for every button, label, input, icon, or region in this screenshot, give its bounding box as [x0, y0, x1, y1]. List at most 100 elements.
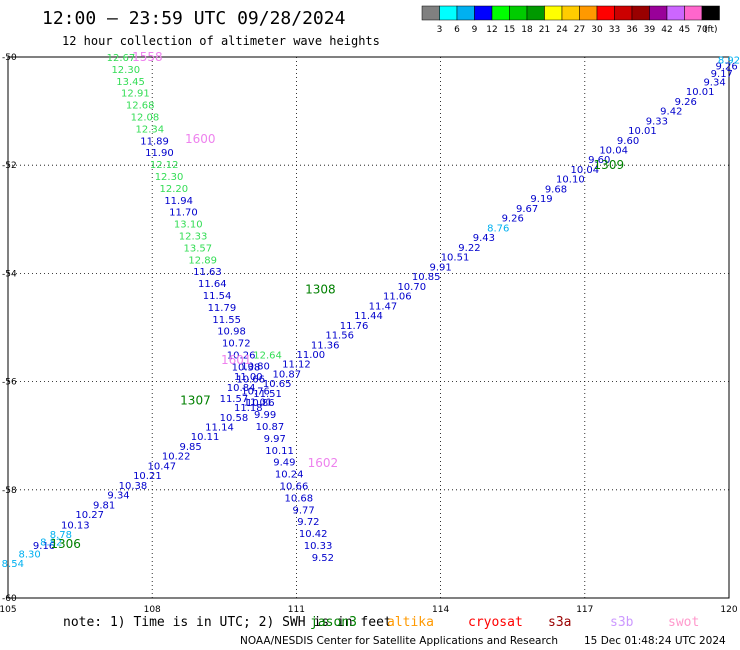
lon-tick-label: 105 [0, 605, 17, 615]
wave-height-value: 12.91 [121, 89, 150, 100]
colorbar-swatch [421, 5, 440, 21]
wave-height-value: 11.94 [164, 196, 193, 207]
wave-height-value: 11.12 [282, 360, 311, 371]
plot-frame [7, 56, 730, 599]
pass-time-label: 1600 [185, 132, 216, 146]
figure-subtitle: 12 hour collection of altimeter wave hei… [62, 34, 380, 48]
footer-timestamp: 15 Dec 01:48:24 UTC 2024 [584, 635, 726, 647]
wave-height-value: 10.38 [119, 481, 148, 492]
wave-height-value: 10.66 [280, 481, 309, 492]
satellite-pass: 11.8911.9012.1212.3012.2011.9411.7013.10… [140, 132, 294, 457]
wave-height-value: 9.85 [180, 442, 202, 453]
wave-height-value: 10.04 [599, 146, 628, 157]
wave-height-values: 12.6712.3013.4512.9112.6812.0812.3415581… [2, 50, 740, 570]
wave-height-value: 11.47 [369, 301, 398, 312]
lon-tick-label: 114 [432, 605, 449, 615]
wave-height-value: 12.20 [160, 184, 189, 195]
note-text: note: 1) Time is in UTC; 2) SWH is in fe… [63, 615, 392, 630]
colorbar-label: 24 [556, 25, 568, 35]
wave-height-value: 8.78 [50, 530, 72, 541]
wave-height-value: 11.54 [203, 291, 232, 302]
colorbar-label: 36 [626, 25, 638, 35]
colorbar-label: 15 [504, 25, 515, 35]
wave-height-value: 10.13 [61, 520, 90, 531]
wave-height-value: 10.42 [299, 529, 328, 540]
colorbar-swatch [491, 5, 510, 21]
wave-height-value: 8.82 [40, 538, 62, 549]
wave-height-value: 9.26 [675, 97, 697, 108]
colorbar-swatch [474, 5, 493, 21]
wave-height-value: 9.67 [516, 204, 538, 215]
satellite-pass: 11.0011.3611.5611.7611.4411.4711.0610.70… [296, 233, 494, 361]
lat-tick-label: -60 [2, 594, 17, 604]
colorbar-label: 33 [609, 25, 620, 35]
colorbar-unit: (ft) [704, 25, 718, 35]
wave-height-value: 12.68 [126, 101, 155, 112]
mission-label: s3a [548, 615, 571, 630]
wave-height-value: 10.66 [236, 374, 265, 385]
wave-height-value: 10.70 [397, 282, 426, 293]
colorbar-swatch [684, 5, 703, 21]
wave-height-value: 11.76 [340, 321, 369, 332]
wave-height-value: 11.00 [234, 372, 263, 383]
wave-height-value: 12.89 [188, 255, 217, 266]
wave-height-value: 12.67 [107, 53, 136, 64]
lat-tick-label: -54 [2, 269, 17, 279]
satellite-pass: 10.4710.229.8510.1111.1410.5811.1811.011… [147, 360, 310, 473]
colorbar-swatch [631, 5, 650, 21]
mission-label: jason3 [310, 615, 357, 630]
wave-height-value: 11.79 [208, 303, 237, 314]
wave-height-value: 9.91 [429, 262, 451, 273]
colorbar-swatch [526, 5, 545, 21]
wave-height-value: 12.30 [111, 65, 140, 76]
wave-height-value: 10.86 [246, 398, 275, 409]
wave-height-value: 10.87 [272, 369, 301, 380]
pass-time-label: 1308 [305, 283, 336, 297]
wave-height-value: 9.68 [545, 184, 567, 195]
pass-time-label: 1309 [594, 158, 625, 172]
wave-height-value: 11.06 [383, 292, 412, 303]
wave-height-value: 10.01 [628, 126, 657, 137]
wave-height-value: 9.26 [502, 214, 524, 225]
lat-tick-label: -58 [2, 486, 17, 496]
colorbar-label: 42 [661, 25, 672, 35]
colorbar-swatch [544, 5, 563, 21]
colorbar-swatch [701, 5, 720, 21]
wave-height-value: 9.52 [312, 553, 334, 564]
colorbar-label: 39 [644, 25, 656, 35]
wave-height-value: 10.33 [304, 541, 333, 552]
wave-height-value: 10.27 [75, 510, 104, 521]
satellite-pass: 9.4910.2410.6610.689.779.7210.4210.339.5… [273, 456, 338, 564]
wave-height-value: 9.22 [458, 243, 480, 254]
wave-height-value: 11.14 [205, 423, 234, 434]
satellite-pass: 8.769.269.679.199.6810.1010.049.6010.049… [487, 56, 740, 235]
wave-height-value: 10.87 [256, 422, 285, 433]
footer-credit: NOAA/NESDIS Center for Satellite Applica… [240, 635, 558, 647]
wave-height-value: 8.92 [718, 56, 740, 67]
colorbar-label: 30 [591, 25, 603, 35]
colorbar-swatch [509, 5, 528, 21]
wave-height-value: 8.76 [487, 223, 509, 234]
colorbar-swatch [561, 5, 580, 21]
wave-height-value: 10.11 [191, 432, 220, 443]
colorbar-swatch [439, 5, 458, 21]
wave-height-value: 11.51 [253, 389, 282, 400]
wave-height-value: 10.10 [556, 175, 585, 186]
wave-height-value: 10.01 [686, 87, 715, 98]
wave-height-value: 8.54 [2, 559, 24, 570]
pass-time-label: 1601 [221, 353, 252, 367]
wave-height-value: 12.30 [155, 172, 184, 183]
wave-height-value: 11.01 [244, 398, 273, 409]
colorbar-label: 18 [521, 25, 533, 35]
wave-height-value: 10.72 [222, 339, 251, 350]
wave-height-value: 9.26 [715, 62, 737, 73]
wave-height-value: 10.47 [147, 461, 176, 472]
lon-tick-label: 111 [288, 605, 305, 615]
wave-height-value: 11.57 [220, 394, 249, 405]
wave-height-value: 12.08 [131, 113, 160, 124]
colorbar-label: 6 [454, 25, 460, 35]
colorbar-label: 12 [486, 25, 497, 35]
wave-height-value: 12.33 [179, 232, 208, 243]
map-plot-area: 105 108 111 114 117 120 -50 -52 -54 -56 -58 -60 12.… [0, 50, 740, 615]
mission-label: swot [668, 615, 699, 630]
